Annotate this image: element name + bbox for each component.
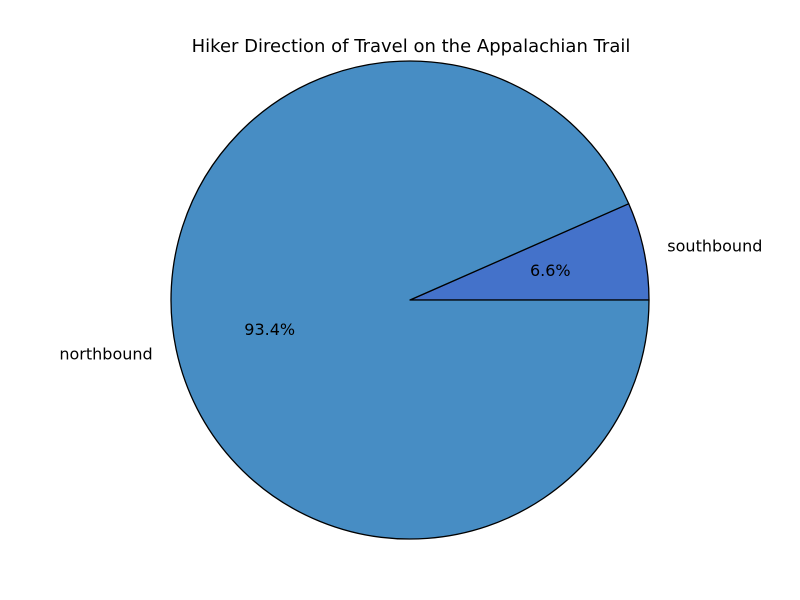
slice-percentage-northbound: 93.4% (244, 320, 295, 339)
pie-labels: southbound 6.6% northbound 93.4% (59, 236, 762, 363)
slice-label-northbound: northbound (59, 345, 152, 364)
slice-label-southbound: southbound (667, 236, 762, 255)
pie-slice-northbound (170, 60, 650, 540)
chart-title: Hiker Direction of Travel on the Appalac… (192, 36, 631, 57)
slice-percentage-southbound: 6.6% (530, 261, 571, 280)
pie-slices (170, 60, 650, 540)
